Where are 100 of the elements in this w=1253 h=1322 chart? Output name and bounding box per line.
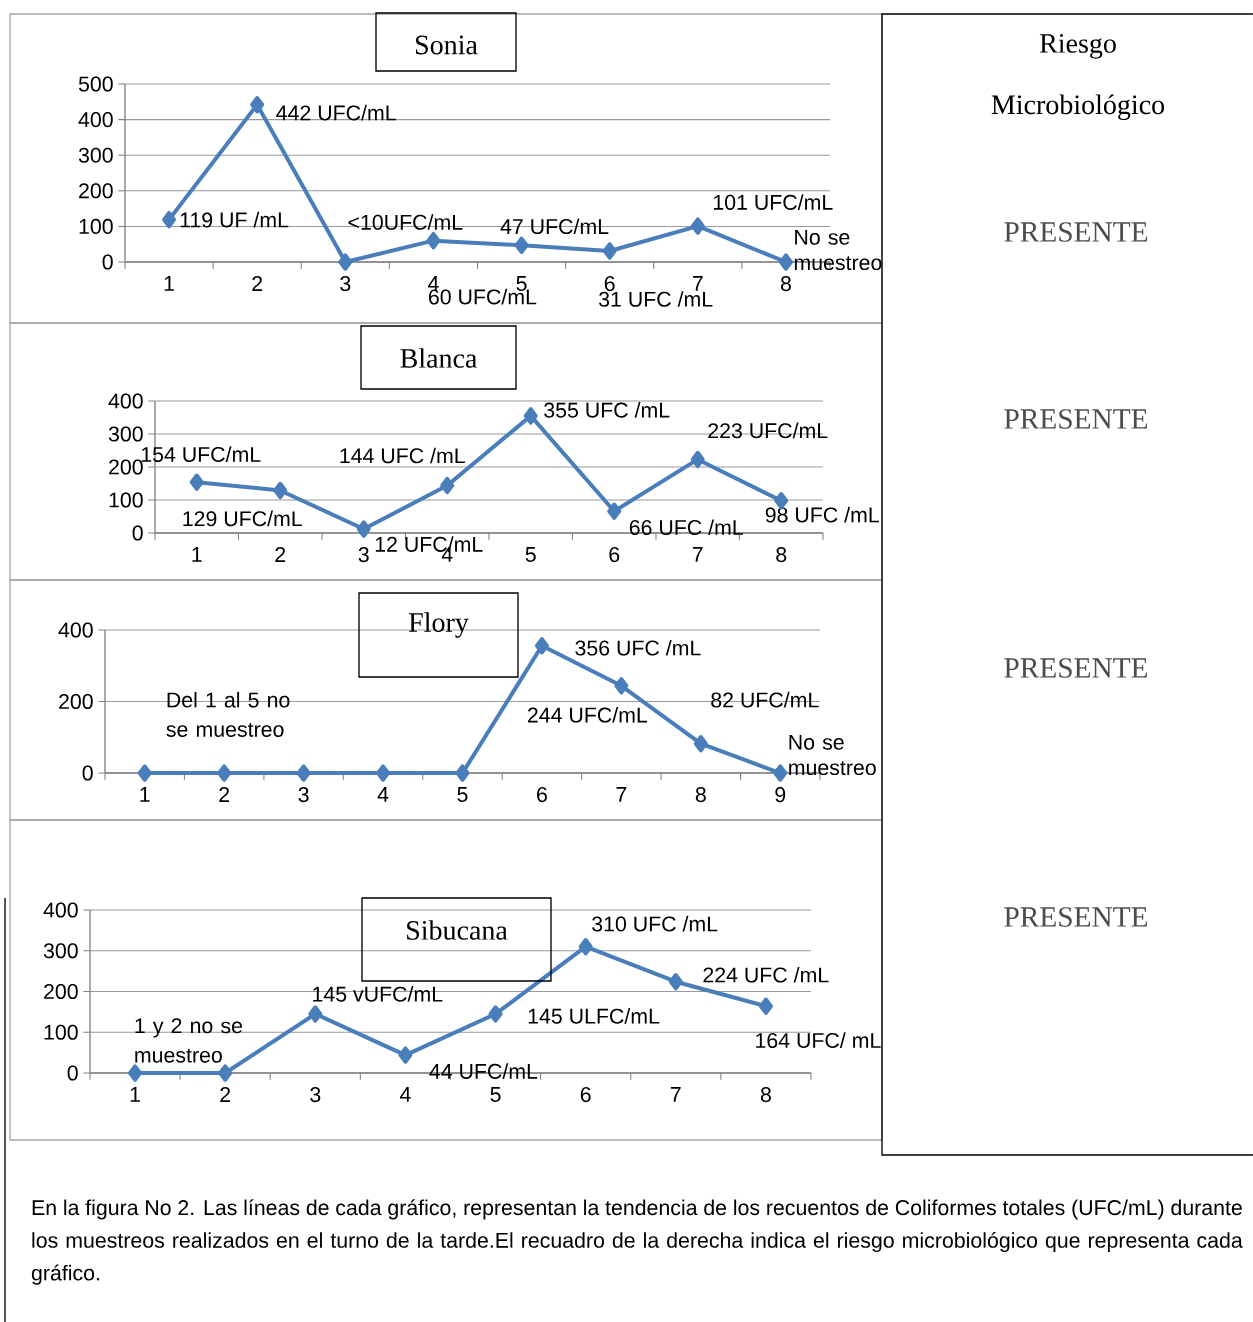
x-tick-label: 8: [776, 547, 787, 563]
point: [690, 217, 705, 235]
data-label: 356 UFC /mL: [575, 639, 701, 656]
point: [426, 231, 441, 250]
data-label: 144 UFC /mL: [340, 447, 465, 464]
x-tick-label: 3: [310, 1087, 321, 1103]
y-tick-label: 300: [43, 943, 78, 959]
chart-title: Sonia: [415, 35, 478, 55]
point: [308, 1005, 323, 1023]
x-tick-label: 9: [775, 787, 786, 803]
x-tick-label: 4: [399, 1087, 411, 1102]
x-tick-label: 4: [377, 787, 389, 802]
data-label: 119 UF /mL: [180, 211, 289, 228]
point: [376, 764, 391, 782]
point: [128, 1064, 143, 1082]
x-tick-label: 6: [537, 787, 547, 803]
x-tick-label: 3: [358, 547, 369, 563]
x-tick-label: 6: [604, 276, 615, 292]
point: [773, 764, 788, 782]
y-tick-label: 0: [132, 525, 143, 541]
y-tick-label: 200: [44, 983, 78, 1000]
point: [523, 407, 538, 425]
point: [162, 210, 177, 229]
point: [668, 973, 683, 991]
data-label: 82 UFC/mL: [711, 691, 819, 708]
x-tick-label: 1: [130, 1087, 140, 1102]
y-tick-label: 0: [102, 254, 113, 270]
point: [778, 253, 793, 271]
y-tick-label: 300: [108, 426, 143, 442]
x-tick-label: 1: [192, 547, 202, 562]
y-tick-label: 200: [59, 693, 93, 710]
x-tick-label: 7: [692, 276, 703, 291]
point: [296, 764, 311, 782]
text: PRESENTE: [1004, 907, 1148, 927]
x-tick-label: 2: [219, 787, 230, 802]
data-label: 101 UFC/mL: [713, 194, 833, 210]
x-tick-label: 4: [427, 276, 439, 291]
data-label: 66 UFC /mL: [629, 519, 743, 536]
y-tick-label: 300: [78, 147, 113, 163]
data-label: No se muestreo: [789, 734, 876, 776]
y-tick-label: 500: [78, 76, 113, 92]
y-tick-label: 400: [58, 622, 93, 638]
data-label: <10UFC/mL: [348, 214, 463, 230]
x-tick-label: 1: [164, 276, 174, 291]
x-tick-label: 7: [670, 1087, 681, 1102]
point: [189, 473, 204, 491]
annotation: Del 1 al 5 no se muestreo: [166, 691, 290, 737]
data-label: 442 UFC/mL: [276, 104, 396, 121]
point: [217, 764, 232, 782]
chart-title: Riesgo Microbiológico: [991, 34, 1165, 120]
point: [218, 1064, 233, 1082]
y-tick-label: 0: [67, 1065, 78, 1081]
point: [455, 764, 470, 782]
y-tick-label: 100: [44, 1024, 78, 1040]
point: [488, 1005, 503, 1023]
y-tick-label: 100: [109, 492, 143, 508]
point: [534, 637, 549, 655]
x-tick-label: 8: [760, 1087, 771, 1103]
data-label: 154 UFC/mL: [141, 446, 261, 463]
chart-title: Sibucana: [407, 920, 508, 940]
chart-title: Flory: [408, 612, 469, 638]
point: [440, 476, 455, 495]
x-tick-label: 3: [340, 276, 351, 292]
x-tick-label: 2: [275, 547, 286, 562]
point: [356, 520, 371, 538]
point: [758, 997, 773, 1015]
data-label: 223 UFC/mL: [708, 422, 828, 439]
y-tick-label: 200: [79, 183, 113, 199]
annotation: 1 y 2 no se muestreo: [135, 1018, 242, 1063]
x-tick-label: 1: [140, 787, 150, 802]
data-label: 224 UFC /mL: [703, 966, 829, 983]
x-tick-label: 3: [298, 787, 309, 803]
data-label: 355 UFC /mL: [544, 402, 670, 418]
point: [690, 450, 705, 469]
text: PRESENTE: [1004, 222, 1148, 242]
data-label: 164 UFC/ mL: [756, 1032, 881, 1049]
text: PRESENTE: [1004, 658, 1148, 678]
data-label: 44 UFC/mL: [429, 1063, 538, 1079]
x-tick-label: 5: [490, 1087, 501, 1102]
x-tick-label: 6: [580, 1087, 591, 1103]
point: [273, 481, 288, 500]
data-label: 31 UFC /mL: [599, 291, 713, 307]
point: [137, 764, 152, 782]
x-tick-label: 8: [695, 787, 706, 803]
data-label: 129 UFC/mL: [183, 510, 302, 527]
data-label: 244 UFC/mL: [527, 706, 648, 723]
y-tick-label: 200: [109, 459, 143, 475]
x-tick-label: 6: [609, 547, 620, 563]
point: [602, 242, 617, 260]
data-label: 98 UFC /mL: [765, 506, 879, 523]
point: [578, 938, 593, 956]
point: [693, 735, 708, 753]
y-tick-label: 400: [78, 112, 113, 128]
x-tick-label: 2: [220, 1087, 231, 1102]
point: [398, 1046, 413, 1064]
chart-title: Blanca: [400, 348, 477, 368]
point: [607, 502, 622, 520]
point: [614, 677, 629, 695]
data-label: 145 ULFC/mL: [528, 1008, 660, 1024]
y-tick-label: 100: [79, 218, 113, 234]
